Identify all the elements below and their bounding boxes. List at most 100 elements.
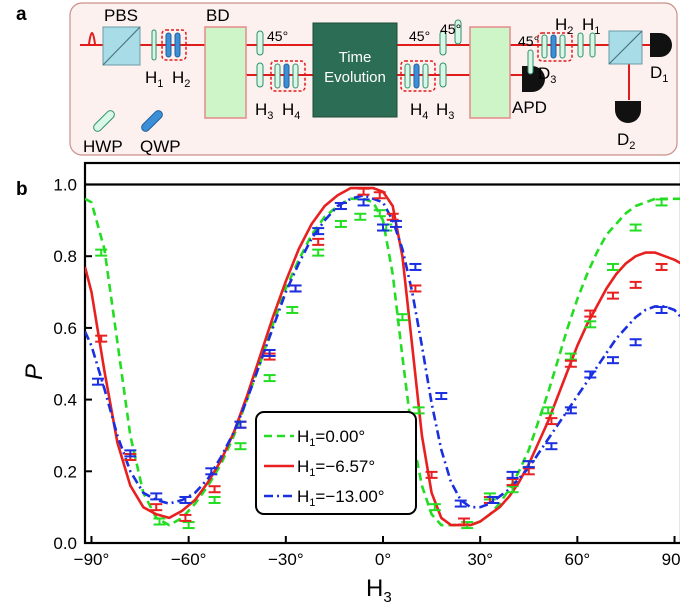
data-point [354,212,367,221]
legend-label: H1=−6.57° [297,457,375,479]
data-point [95,248,108,257]
data-point [522,467,535,476]
h1b-label: H1 [582,15,600,37]
hwp-icon [559,34,566,59]
data-point [95,334,108,343]
series-curves [85,186,680,527]
data-point [506,478,519,487]
data-point [506,485,519,494]
data-point [606,262,619,271]
data-point [263,349,276,357]
beam-displacer-left [204,26,247,119]
data-point [208,485,221,494]
data-point [153,517,166,526]
hwp-icon [439,30,447,56]
data-point [150,503,163,512]
pbs-label: PBS [104,6,138,25]
series-line-1 [85,197,680,527]
qwp-legend-icon [141,110,163,132]
hwp-icon [454,19,462,45]
deg45-label: 45° [440,21,461,37]
data-point [564,359,577,368]
x-tick-label: 90° [662,550,680,569]
x-tick-label: 30° [467,550,493,569]
qwp-icon [165,32,172,58]
qwp-icon [550,34,557,59]
data-point [124,449,137,458]
data-point [312,237,325,246]
data-point [584,370,597,379]
data-point [91,377,104,386]
bd-label: BD [206,6,230,25]
legend-label: H1=0.00° [297,427,365,449]
data-point [545,417,558,426]
y-tick-label: 1.0 [53,176,77,195]
hwp-icon [577,32,584,58]
waveplate-group-box [400,60,436,92]
hwp-icon [151,29,157,61]
data-point [150,492,163,501]
d3-label: D3 [538,64,556,86]
d2-label: D2 [617,130,635,152]
data-point [412,406,425,415]
qwp-legend-label: QWP [140,137,181,156]
data-point [564,406,577,415]
data-point [655,262,668,271]
h4b-label: H4 [410,100,428,122]
data-point [357,198,370,207]
data-point [334,202,347,211]
hwp-icon [541,34,548,59]
hwp-icon [292,63,299,89]
h2-label: H2 [172,68,190,90]
x-tick-label: 60° [564,550,590,569]
data-point [286,305,299,314]
qwp-icon [174,32,181,58]
data-point [428,503,441,512]
data-point [409,284,422,293]
data-point [629,280,642,289]
hwp-icon [256,30,264,56]
data-point [506,470,519,479]
y-tick-label: 0.2 [53,462,77,481]
data-point [334,219,347,228]
data-point [289,284,302,293]
d2-detector-icon [615,101,641,123]
data-point [655,198,668,207]
waveplate-group-box [270,60,306,92]
hwp-icon [404,63,411,89]
data-point [655,305,668,314]
d1-detector-icon [650,33,672,57]
h3-label: H3 [255,100,273,122]
data-point [454,499,467,508]
input-pulse [80,32,100,46]
data-point [312,248,325,257]
x-axis: −90° −60° −30° 0° 30° 60° 90° [74,536,680,569]
legend-label: H1=−13.00° [297,487,385,509]
series-line-3 [85,194,680,509]
data-point [357,187,370,196]
data-point [312,227,325,236]
data-point [377,223,389,232]
hwp-icon [274,63,281,89]
data-point [389,219,402,228]
data-point [606,356,619,365]
hwp-icon [527,49,534,75]
time-evolution-box [312,22,398,118]
legend-box [255,411,417,515]
time-evolution-line2: Evolution [324,69,386,86]
h1-label: H1 [145,68,163,90]
data-point [545,442,558,451]
x-axis-label: H3 [366,575,392,606]
pbs-cube-right [608,30,643,65]
y-tick-label: 0.8 [53,247,77,266]
probability-chart: −90° −60° −30° 0° 30° 60° 90° 0.0 0.2 0.4 0.6 0.8 1… [21,161,680,606]
data-point [179,513,192,522]
series-line-2 [85,186,680,527]
data-point [373,209,386,218]
y-axis: 0.0 0.2 0.4 0.6 0.8 1.0 [53,176,92,553]
data-point [487,495,500,504]
y-tick-label: 0.6 [53,319,77,338]
data-point [234,442,247,451]
y-tick-label: 0.4 [53,391,77,410]
waveplate-group-box [537,32,573,62]
